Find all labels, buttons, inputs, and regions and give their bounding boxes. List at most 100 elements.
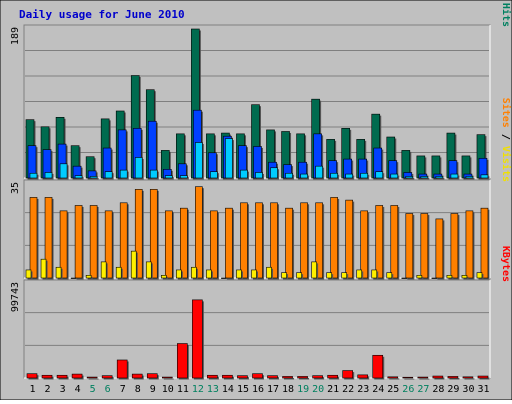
x-tick-label: 12 xyxy=(192,384,204,395)
x-tick-label: 13 xyxy=(207,384,219,395)
x-tick-label: 21 xyxy=(327,384,339,395)
bar-visits xyxy=(356,269,363,279)
bar-kbytes xyxy=(387,376,399,379)
bar-pages xyxy=(360,172,369,179)
bar-kbytes xyxy=(372,354,384,379)
bar-pages xyxy=(210,171,218,179)
bar-kbytes-shadow xyxy=(419,378,430,380)
bar-visits xyxy=(461,275,468,279)
x-tick-label: 4 xyxy=(75,384,81,395)
x-tick-label: 20 xyxy=(312,384,324,395)
x-tick-label: 26 xyxy=(402,384,414,395)
bar-visits xyxy=(311,261,317,279)
bar-visits xyxy=(25,269,32,279)
bar-pages xyxy=(330,172,338,179)
x-tick-label: 31 xyxy=(477,384,489,395)
bar-kbytes xyxy=(116,359,128,379)
x-tick-label: 30 xyxy=(462,384,474,395)
bar-kbytes xyxy=(207,374,218,379)
y-series-label: KBytes xyxy=(500,246,511,282)
y-series-label-part: Hits xyxy=(500,3,512,27)
bar-kbytes xyxy=(101,375,113,379)
bar-kbytes-shadow xyxy=(88,378,99,380)
bar-kbytes xyxy=(477,375,489,379)
bar-kbytes-shadow xyxy=(389,378,400,380)
x-tick-label: 29 xyxy=(447,384,459,395)
bar-pages xyxy=(29,172,38,179)
bar-sites xyxy=(195,186,203,279)
bar-visits xyxy=(416,275,423,279)
bar-sites xyxy=(270,202,278,279)
y-series-label-part: KBytes xyxy=(500,246,511,282)
x-tick-label: 10 xyxy=(162,384,174,395)
bar-sites xyxy=(315,202,323,279)
y-series-label-part: Sites xyxy=(500,98,512,128)
bar-visits xyxy=(160,275,167,279)
bar-kbytes xyxy=(327,374,338,379)
bar-pages xyxy=(405,176,414,179)
bar-pages xyxy=(285,172,293,179)
bar-pages-shadow xyxy=(166,177,174,180)
x-tick-label: 9 xyxy=(150,384,156,395)
bar-kbytes xyxy=(177,343,188,379)
bar-sites xyxy=(420,213,429,279)
bar-pages xyxy=(59,163,68,179)
x-tick-label: 8 xyxy=(135,384,141,395)
bar-visits xyxy=(85,275,92,279)
bar-pages xyxy=(74,175,83,179)
bar-pages xyxy=(240,169,248,179)
bar-kbytes-shadow xyxy=(314,377,325,380)
bar-sites xyxy=(134,189,143,279)
bar-kbytes-shadow xyxy=(404,378,415,380)
bar-visits xyxy=(191,266,197,279)
bar-kbytes xyxy=(26,373,38,379)
bar-kbytes xyxy=(282,376,293,379)
bar-kbytes-shadow xyxy=(163,378,174,380)
bar-kbytes-shadow xyxy=(449,377,460,380)
bar-visits xyxy=(476,272,483,279)
bar-pages xyxy=(119,169,128,179)
x-tick-label: 18 xyxy=(282,384,294,395)
bar-kbytes-shadow xyxy=(479,377,490,380)
bar-pages-shadow xyxy=(91,177,99,180)
bar-visits xyxy=(115,266,122,279)
bar-pages-shadow xyxy=(76,177,84,180)
bar-sites xyxy=(360,210,369,279)
bar-visits xyxy=(206,269,212,279)
x-tick-label: 22 xyxy=(342,384,354,395)
bar-sites xyxy=(149,189,158,279)
bar-sites xyxy=(375,205,384,279)
x-tick-label: 14 xyxy=(222,384,234,395)
bar-sites xyxy=(180,207,188,279)
bar-pages-shadow xyxy=(422,177,430,180)
bar-visits xyxy=(401,277,408,279)
bar-kbytes-shadow xyxy=(284,377,295,380)
y-max-label: 189 xyxy=(10,27,21,45)
chart-title: Daily usage for June 2010 xyxy=(19,8,185,21)
x-tick-label: 16 xyxy=(252,384,264,395)
bar-visits xyxy=(386,272,393,279)
y-series-label: Pages / Files / Hits xyxy=(500,0,512,27)
bar-visits xyxy=(70,277,77,279)
bar-kbytes xyxy=(41,374,53,379)
bar-pages xyxy=(164,175,173,179)
bar-pages xyxy=(420,176,429,179)
bar-visits xyxy=(130,250,137,279)
bar-kbytes xyxy=(192,299,203,379)
y-series-label-part: / xyxy=(500,0,511,3)
bar-visits xyxy=(100,261,107,279)
x-tick-label: 5 xyxy=(90,384,96,395)
bar-kbytes xyxy=(297,376,308,379)
bar-sites xyxy=(240,202,248,279)
bar-sites xyxy=(210,210,218,279)
bar-kbytes xyxy=(447,376,459,379)
bar-pages-shadow xyxy=(407,177,415,180)
bar-sites xyxy=(465,210,474,279)
bar-visits xyxy=(176,269,182,279)
bar-sites xyxy=(405,213,414,279)
x-tick-label: 17 xyxy=(267,384,279,395)
x-tick-label: 6 xyxy=(105,384,111,395)
bar-pages xyxy=(270,167,278,179)
bar-sites xyxy=(29,197,38,279)
